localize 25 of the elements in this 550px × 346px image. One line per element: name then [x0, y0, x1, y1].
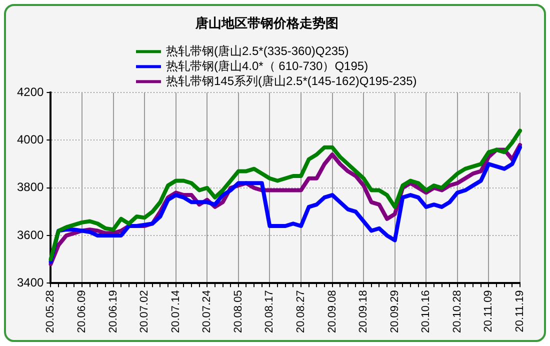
legend-label: 热轧带钢(唐山4.0*（ 610-730）Q195): [166, 58, 368, 73]
x-tick-label: 20.11.19: [514, 290, 526, 332]
x-tick-label: 20.07.02: [138, 290, 151, 334]
y-tick-label: 3800: [16, 180, 44, 194]
x-tick-label: 20.06.19: [107, 290, 120, 334]
x-tick-label: 20.10.16: [420, 290, 432, 334]
y-tick-label: 4000: [16, 132, 44, 147]
x-tick-label: 20.08.05: [232, 290, 244, 334]
legend-label: 热轧带钢(唐山2.5*(335-360)Q235): [166, 44, 349, 58]
x-tick-label: 20.06.09: [76, 290, 88, 334]
x-tick-label: 20.09.29: [388, 290, 401, 334]
x-tick-label: 20.05.28: [44, 290, 57, 334]
x-tick-label: 20.09.18: [358, 290, 370, 334]
x-tick-label: 20.08.27: [295, 290, 308, 334]
chart-title: 唐山地区带钢价格走势图: [194, 15, 338, 30]
x-tick-label: 20.11.09: [482, 290, 495, 332]
x-tick-label: 20.10.28: [451, 290, 464, 334]
legend-label: 热轧带钢145系列(唐山2.5*(145-162)Q195-235): [166, 74, 417, 88]
y-tick-label: 4200: [16, 84, 44, 99]
y-tick-label: 3400: [16, 275, 44, 290]
x-tick-label: 20.07.14: [170, 290, 182, 334]
x-tick-label: 20.07.24: [201, 290, 214, 334]
y-tick-label: 3600: [16, 228, 44, 242]
x-tick-label: 20.09.08: [326, 290, 338, 334]
x-tick-label: 20.08.17: [264, 290, 276, 334]
